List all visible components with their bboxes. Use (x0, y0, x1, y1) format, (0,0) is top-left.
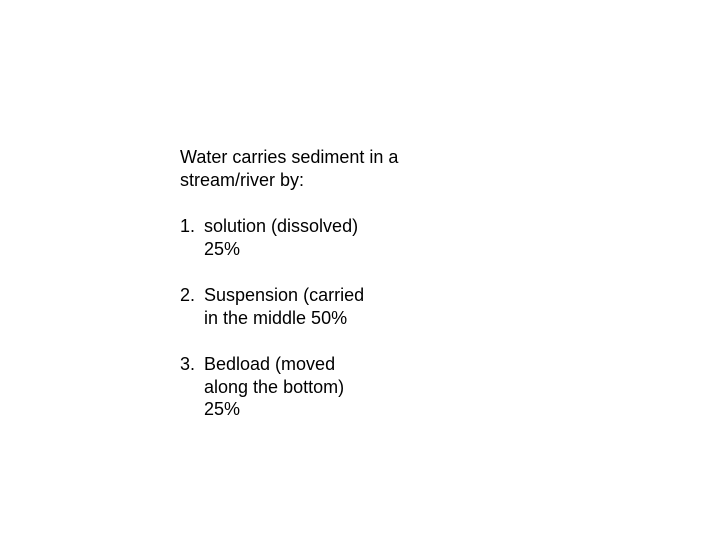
list-number: 2. (180, 284, 204, 329)
list-line: in the middle 50% (204, 307, 460, 330)
list-item: 1. solution (dissolved) 25% (180, 215, 460, 260)
list-number: 1. (180, 215, 204, 260)
list-line: 25% (204, 398, 460, 421)
list-number: 3. (180, 353, 204, 421)
list-line: solution (dissolved) (204, 215, 460, 238)
list-line: 25% (204, 238, 460, 261)
slide-content: Water carries sediment in a stream/river… (180, 146, 460, 445)
list-line: Suspension (carried (204, 284, 460, 307)
list-item: 3. Bedload (moved along the bottom) 25% (180, 353, 460, 421)
list-line: along the bottom) (204, 376, 460, 399)
list-item: 2. Suspension (carried in the middle 50% (180, 284, 460, 329)
intro-text: Water carries sediment in a stream/river… (180, 146, 460, 191)
list-line: Bedload (moved (204, 353, 460, 376)
